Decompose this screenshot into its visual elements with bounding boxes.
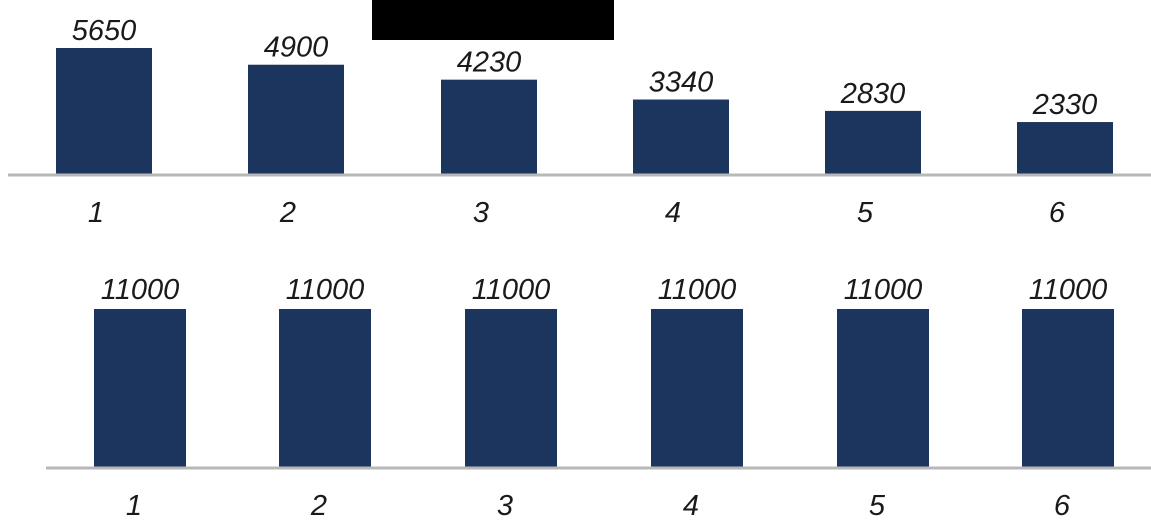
x-tick-label: 2 — [310, 490, 327, 520]
bar — [441, 79, 537, 174]
bar — [94, 309, 186, 467]
bar — [633, 99, 729, 174]
bar — [837, 309, 929, 467]
bar — [248, 64, 344, 174]
x-tick-label: 5 — [857, 197, 874, 229]
x-tick-label: 2 — [279, 197, 296, 229]
data-label: 2830 — [840, 78, 906, 110]
bar — [825, 110, 921, 174]
data-label: 11000 — [286, 274, 365, 306]
bar — [1022, 309, 1114, 467]
x-tick-label: 4 — [683, 490, 699, 520]
data-label: 11000 — [101, 274, 180, 306]
x-tick-label: 1 — [126, 490, 142, 520]
data-label: 4230 — [457, 47, 522, 79]
data-label: 3340 — [649, 67, 714, 99]
bar — [651, 309, 743, 467]
data-label: 4900 — [264, 32, 329, 64]
x-tick-label: 3 — [497, 490, 513, 520]
bar — [279, 309, 371, 467]
data-label: 2330 — [1032, 89, 1098, 121]
data-label: 11000 — [1029, 274, 1108, 306]
x-tick-label: 3 — [473, 197, 489, 229]
data-label: 11000 — [658, 274, 737, 306]
x-tick-label: 6 — [1054, 490, 1071, 520]
bar — [465, 309, 557, 467]
x-tick-label: 6 — [1049, 197, 1066, 229]
redaction-box — [372, 0, 614, 40]
data-label: 11000 — [844, 274, 923, 306]
data-label: 5650 — [72, 15, 137, 47]
x-tick-label: 4 — [665, 197, 681, 229]
bar — [1017, 122, 1113, 174]
x-tick-label: 1 — [88, 197, 104, 229]
bar — [56, 48, 152, 174]
x-tick-label: 5 — [869, 490, 886, 520]
data-label: 11000 — [472, 274, 551, 306]
